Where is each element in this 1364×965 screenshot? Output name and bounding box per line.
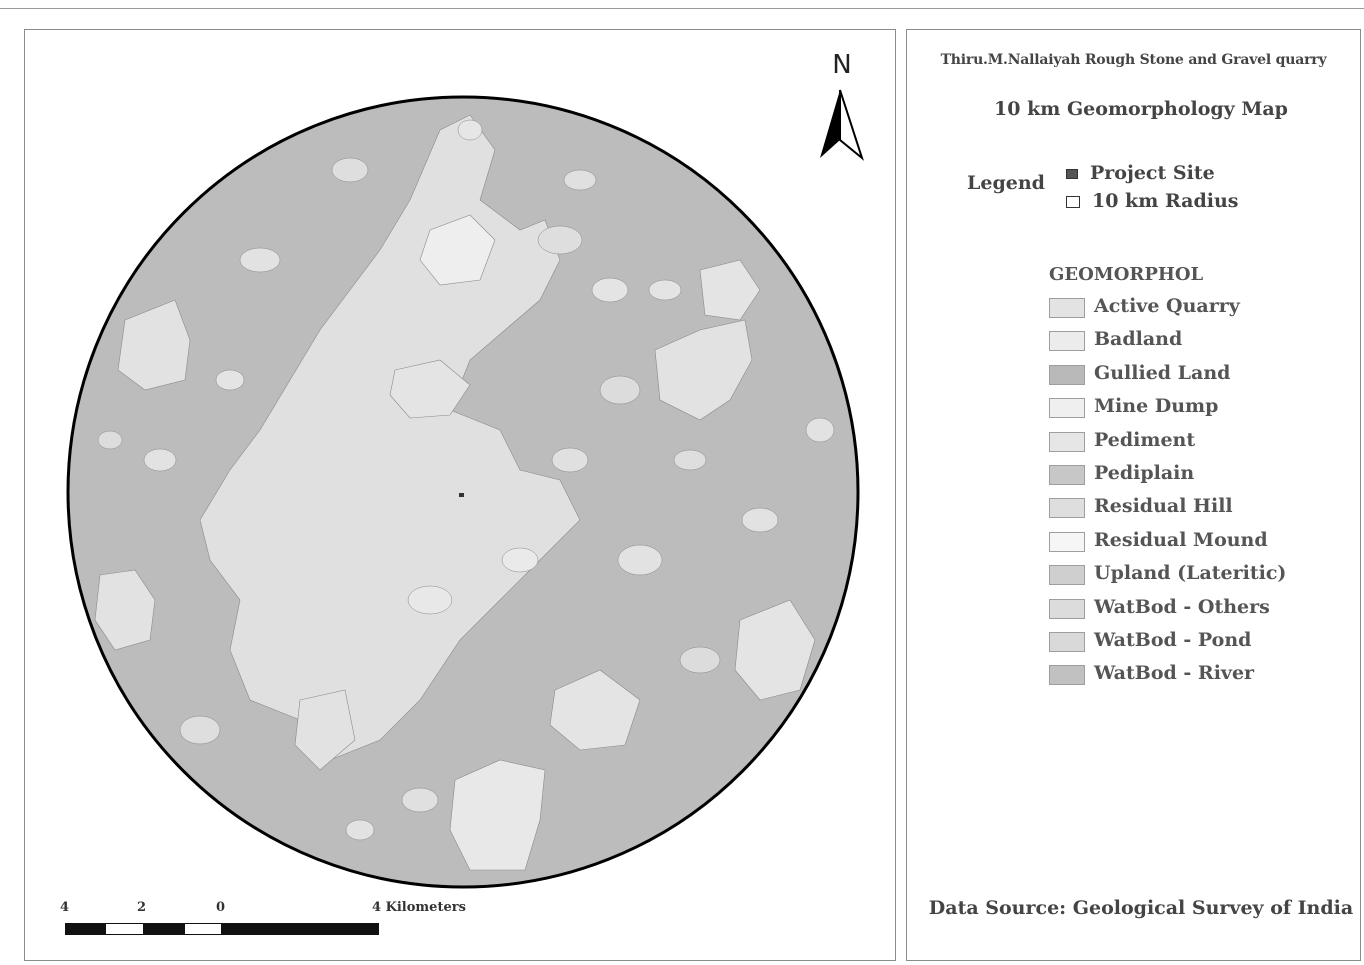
legend-class-swatch: [1049, 598, 1085, 619]
patch: [551, 447, 589, 473]
legend-class-label: WatBod - River: [1094, 662, 1255, 685]
patch: [457, 119, 483, 141]
legend-class-swatch: [1049, 531, 1085, 552]
data-source: Data Source: Geological Survey of India: [928, 897, 1354, 919]
map-title: 10 km Geomorphology Map: [994, 98, 1288, 120]
pediment-zone: [117, 299, 191, 391]
patch: [805, 417, 835, 443]
scale-bar-segment: [184, 923, 222, 935]
map-polygons: [68, 97, 858, 887]
scale-bar-segment: [105, 923, 144, 935]
scale-label-4-left: 4: [60, 900, 70, 915]
patch: [239, 247, 281, 273]
pediment-zone: [654, 319, 753, 421]
patch: [741, 507, 779, 533]
legend-class-swatch: [1049, 398, 1085, 419]
patch: [679, 646, 721, 674]
scale-label-0: 0: [216, 900, 226, 915]
radius-10km-circle: [66, 95, 860, 889]
legend-class-label: WatBod - Others: [1094, 595, 1270, 618]
residual-hill: [419, 214, 496, 286]
patch: [501, 547, 539, 573]
scale-bar-segment: [222, 923, 379, 935]
patch: [673, 449, 707, 471]
project-site-marker: [459, 493, 464, 497]
pediment-zone: [549, 669, 641, 751]
scale-label-2: 2: [137, 900, 147, 915]
legend-class-label: Active Quarry: [1094, 295, 1240, 317]
patch: [537, 225, 583, 255]
patch: [345, 819, 375, 841]
patch: [143, 448, 177, 472]
legend-radius-label: 10 km Radius: [1092, 190, 1239, 212]
legend-project-site-label: Project Site: [1090, 162, 1215, 184]
north-label: N: [832, 50, 852, 80]
legend-heading: Legend: [967, 172, 1045, 194]
legend-class-label: Mine Dump: [1094, 395, 1219, 418]
legend-class-label: Residual Hill: [1094, 495, 1233, 518]
legend-class-swatch: [1049, 431, 1085, 452]
patch: [401, 787, 439, 813]
legend-class-swatch: [1049, 331, 1085, 352]
legend-class-label: Upland (Lateritic): [1094, 562, 1287, 585]
legend-class-swatch: [1049, 632, 1085, 652]
patch: [179, 715, 221, 745]
legend-project-site: Project Site: [1066, 162, 1215, 184]
north-arrow: [820, 89, 864, 161]
legend-panel: [906, 29, 1361, 961]
legend-class-label: Badland: [1094, 328, 1183, 351]
patch: [563, 169, 597, 191]
patch: [599, 375, 641, 405]
patch: [648, 279, 682, 301]
pediment-zone: [94, 569, 156, 651]
patch: [331, 157, 369, 183]
legend-class-label: Residual Mound: [1094, 528, 1268, 551]
radius-symbol-icon: [1066, 196, 1080, 208]
legend-class-swatch: [1049, 364, 1085, 385]
scale-label-4-right: 4 Kilometers: [372, 900, 466, 915]
layer-title: GEOMORPHOL: [1049, 264, 1204, 285]
patch: [97, 430, 123, 450]
legend-class-label: Pediment: [1094, 428, 1196, 451]
patch: [617, 544, 663, 576]
scale-bar-segment: [65, 923, 105, 935]
legend-class-swatch: [1049, 498, 1085, 519]
residual-hill: [449, 759, 546, 871]
legend-class-swatch: [1049, 465, 1085, 485]
patch: [591, 277, 629, 303]
legend-class-swatch: [1049, 565, 1085, 586]
patch: [407, 585, 453, 615]
legend-radius: 10 km Radius: [1066, 190, 1239, 212]
scale-bar-segment: [144, 923, 184, 935]
legend-class-label: Gullied Land: [1094, 361, 1231, 384]
legend-class-swatch: [1049, 665, 1085, 686]
patch: [215, 369, 245, 391]
legend-class-label: WatBod - Pond: [1094, 629, 1252, 651]
pediment-zone: [294, 689, 356, 771]
legend-class-swatch: [1049, 298, 1085, 318]
project-site-symbol-icon: [1066, 169, 1078, 179]
map-subtitle: Thiru.M.Nallaiyah Rough Stone and Gravel…: [940, 52, 1327, 68]
pediment-zone: [389, 359, 471, 419]
top-rule: [0, 8, 1364, 9]
legend-class-label: Pediplain: [1094, 462, 1195, 484]
pediment-zone: [699, 259, 761, 321]
pediment-zone: [734, 599, 816, 701]
